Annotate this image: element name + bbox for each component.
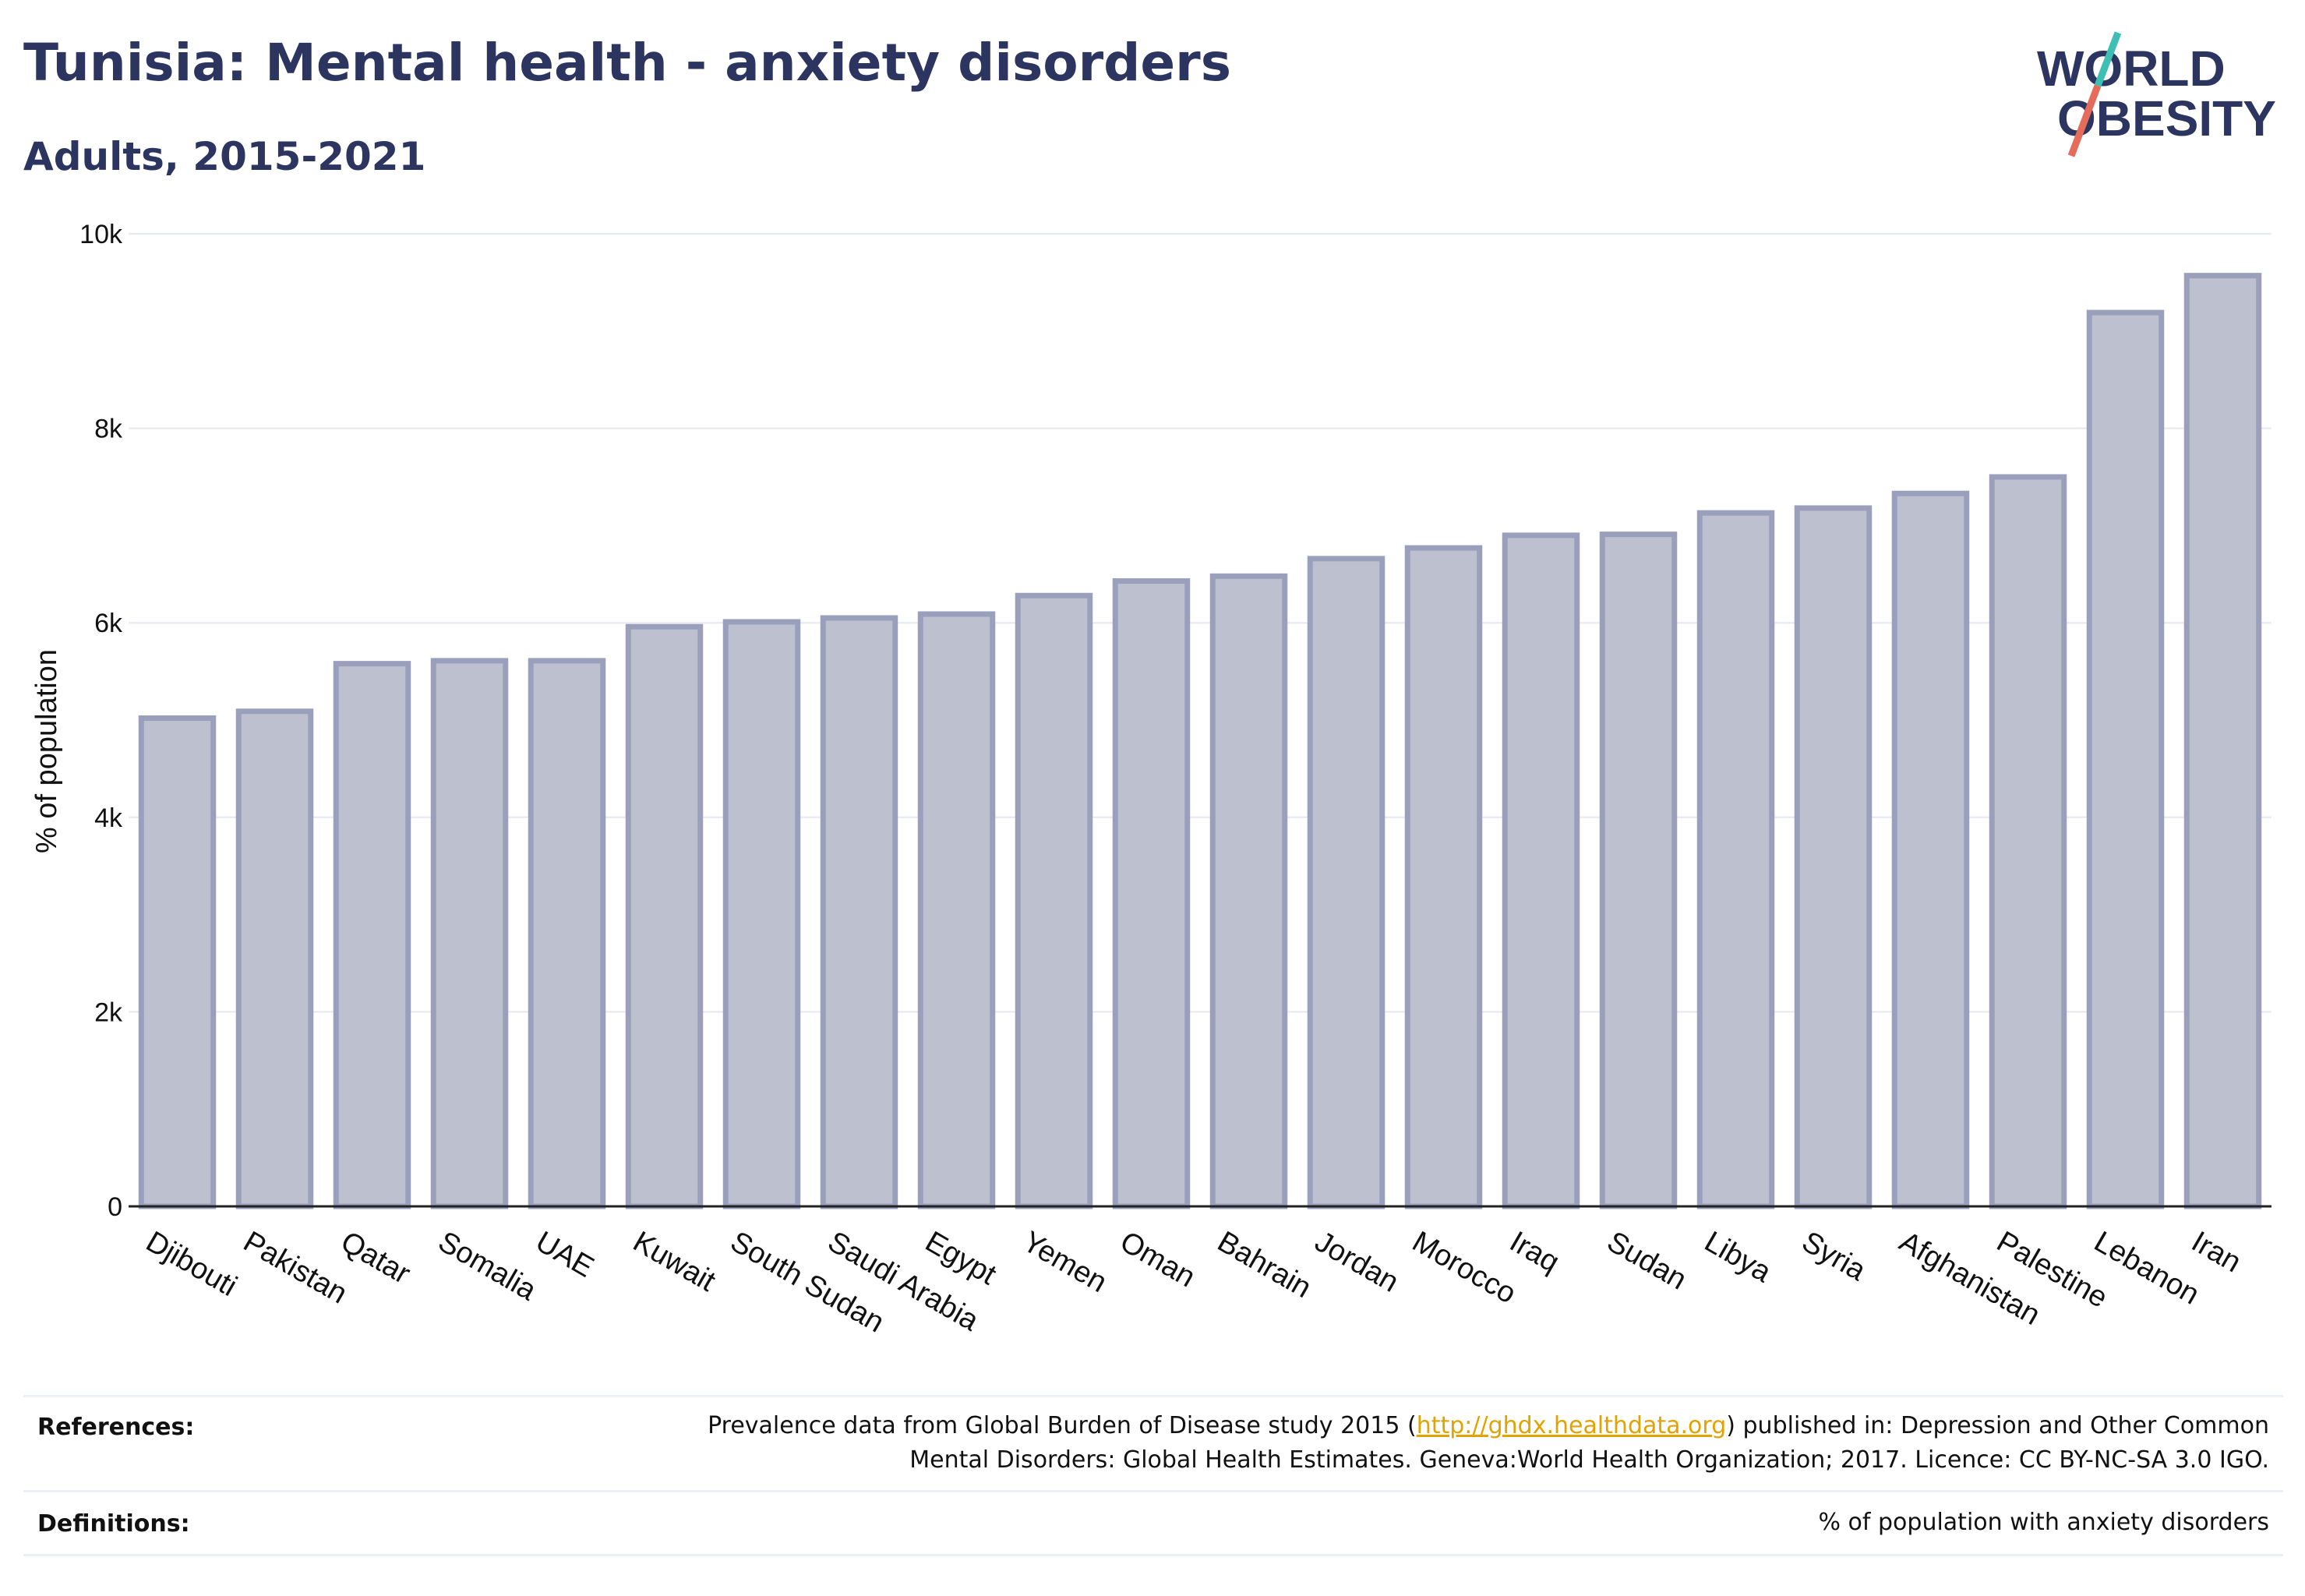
definitions-label: Definitions: — [37, 1510, 190, 1538]
definitions-text: % of population with anxiety disorders — [1818, 1509, 2269, 1536]
references-line-2: Mental Disorders: Global Health Estimate… — [909, 1446, 2269, 1474]
bar-egypt[interactable] — [917, 611, 996, 1209]
bar-iran[interactable] — [2183, 273, 2262, 1209]
bar-lebanon[interactable] — [2086, 309, 2165, 1209]
references-text: Prevalence data from Global Burden of Di… — [399, 1409, 2269, 1478]
y-tick-label: 2k — [94, 998, 123, 1027]
world-obesity-logo: WORLD OBESITY — [2037, 31, 2276, 157]
x-tick-label: Syria — [1796, 1225, 1872, 1287]
x-tick-label: Djibouti — [140, 1225, 242, 1303]
chart-subtitle: Adults, 2015-2021 — [23, 134, 426, 179]
bar-jordan[interactable] — [1307, 556, 1385, 1209]
bar-somalia[interactable] — [430, 658, 509, 1209]
x-tick-label: Kuwait — [627, 1225, 721, 1298]
chart-title: Tunisia: Mental health - anxiety disorde… — [23, 33, 1232, 93]
bar-uae[interactable] — [528, 658, 606, 1209]
bar-saudi-arabia[interactable] — [820, 615, 898, 1209]
y-tick-label: 0 — [108, 1192, 122, 1222]
bars — [138, 273, 2262, 1209]
bar-libya[interactable] — [1696, 510, 1775, 1209]
footer-divider — [23, 1395, 2283, 1397]
x-tick-label: Iraq — [1504, 1225, 1565, 1279]
bar-qatar[interactable] — [333, 661, 411, 1209]
logo-slash-bottom — [2067, 84, 2102, 157]
bar-kuwait[interactable] — [625, 623, 704, 1209]
references-text-after: ) published in: Depression and Other Com… — [1726, 1412, 2269, 1439]
x-tick-label: Libya — [1699, 1225, 1777, 1289]
bar-south-sudan[interactable] — [722, 619, 801, 1209]
x-tick-label: Bahrain — [1212, 1225, 1316, 1305]
footer-divider — [23, 1554, 2283, 1556]
logo-line-1: WORLD — [2037, 41, 2226, 97]
x-tick-label: Morocco — [1407, 1225, 1521, 1310]
y-tick-label: 4k — [94, 803, 123, 833]
references-label: References: — [37, 1414, 195, 1441]
bar-syria[interactable] — [1794, 505, 1873, 1209]
bar-pakistan[interactable] — [235, 708, 314, 1209]
x-tick-label: Somalia — [432, 1225, 542, 1307]
y-tick-label: 6k — [94, 609, 123, 638]
bar-palestine[interactable] — [1989, 474, 2067, 1209]
x-tick-label: Sudan — [1601, 1225, 1692, 1296]
logo-slash-top — [2094, 31, 2122, 87]
y-tick-labels: 0 2k 4k 6k 8k 10k — [79, 220, 123, 1222]
y-tick-label: 8k — [94, 415, 123, 444]
bar-morocco[interactable] — [1404, 545, 1483, 1209]
footer-divider — [23, 1490, 2283, 1492]
y-axis-title: % of population — [30, 649, 63, 853]
bar-yemen[interactable] — [1015, 592, 1093, 1209]
x-tick-label: Iran — [2186, 1225, 2247, 1279]
bar-sudan[interactable] — [1599, 531, 1678, 1209]
references-link[interactable]: http://ghdx.healthdata.org — [1416, 1412, 1727, 1439]
bar-djibouti[interactable] — [138, 715, 217, 1209]
y-tick-label: 10k — [79, 220, 123, 249]
x-tick-label: Oman — [1114, 1225, 1201, 1294]
x-tick-label: Yemen — [1017, 1225, 1112, 1299]
x-tick-label: Pakistan — [238, 1225, 352, 1310]
x-tick-label: Jordan — [1309, 1225, 1404, 1298]
bar-oman[interactable] — [1112, 578, 1191, 1209]
bar-iraq[interactable] — [1502, 532, 1580, 1209]
references-text-before: Prevalence data from Global Burden of Di… — [708, 1412, 1417, 1439]
bar-bahrain[interactable] — [1209, 573, 1288, 1209]
x-tick-label: UAE — [530, 1225, 599, 1284]
bar-afghanistan[interactable] — [1891, 490, 1970, 1209]
